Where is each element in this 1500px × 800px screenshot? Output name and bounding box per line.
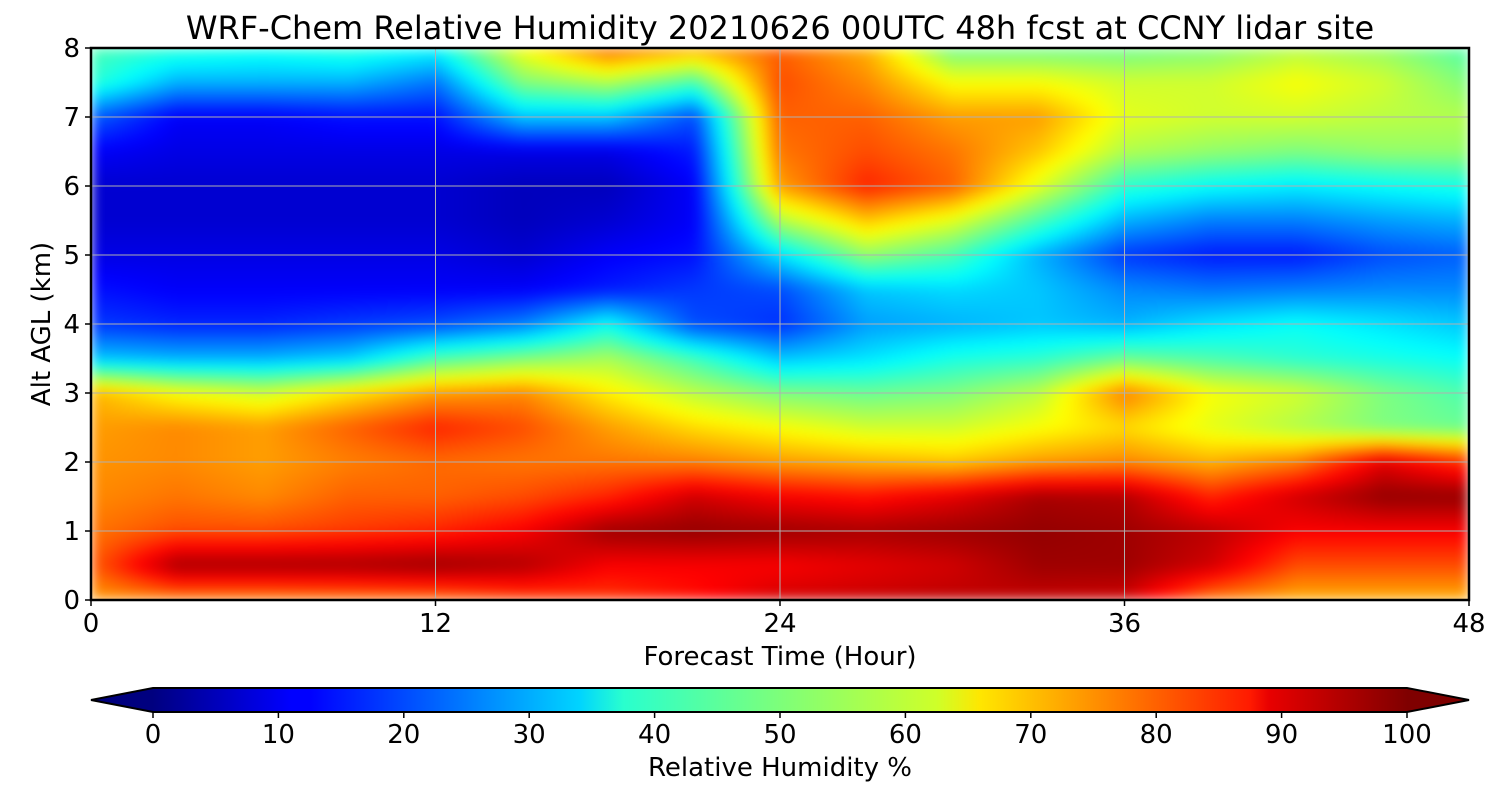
colorbar-label: Relative Humidity %: [648, 753, 912, 783]
y-tick-label: 7: [63, 103, 80, 133]
colorbar-under-arrow: [91, 688, 153, 712]
colorbar-tick-label: 50: [763, 720, 796, 750]
colorbar: 0 10 20 30 40 50 60 70 80 90 100 Relative Humidity…: [90, 687, 1470, 783]
y-tick-label: 3: [63, 379, 80, 409]
x-tick-label: 48: [1452, 609, 1485, 639]
x-tick-label: 12: [419, 609, 452, 639]
colorbar-tick-label: 90: [1265, 720, 1298, 750]
colorbar-tick-label: 30: [513, 720, 546, 750]
colorbar-tick-label: 40: [638, 720, 671, 750]
y-tick-label: 0: [63, 586, 80, 616]
y-tick-label: 1: [63, 517, 80, 547]
x-tick-label: 0: [83, 609, 100, 639]
chart-title: WRF-Chem Relative Humidity 20210626 00UT…: [186, 9, 1374, 47]
colorbar-ticks: 0 10 20 30 40 50 60 70 80 90 100: [145, 712, 1432, 750]
x-axis-ticks: 0 12 24 36 48: [83, 600, 1486, 639]
colorbar-tick-label: 0: [145, 720, 162, 750]
colorbar-tick-label: 100: [1382, 720, 1432, 750]
colorbar-gradient: [153, 688, 1407, 712]
y-axis-label: Alt AGL (km): [27, 242, 57, 406]
colorbar-tick-label: 20: [387, 720, 420, 750]
x-tick-label: 24: [763, 609, 796, 639]
colorbar-over-arrow: [1407, 688, 1469, 712]
y-axis-ticks: 0 1 2 3 4 5 6 7 8: [63, 34, 91, 616]
y-tick-label: 4: [63, 310, 80, 340]
y-tick-label: 6: [63, 172, 80, 202]
colorbar-tick-label: 10: [262, 720, 295, 750]
colorbar-tick-label: 60: [889, 720, 922, 750]
x-axis-label: Forecast Time (Hour): [643, 642, 916, 672]
y-tick-label: 5: [63, 241, 80, 271]
y-tick-label: 2: [63, 448, 80, 478]
colorbar-tick-label: 80: [1140, 720, 1173, 750]
colorbar-tick-label: 70: [1014, 720, 1047, 750]
x-tick-label: 36: [1108, 609, 1141, 639]
y-tick-label: 8: [63, 34, 80, 64]
